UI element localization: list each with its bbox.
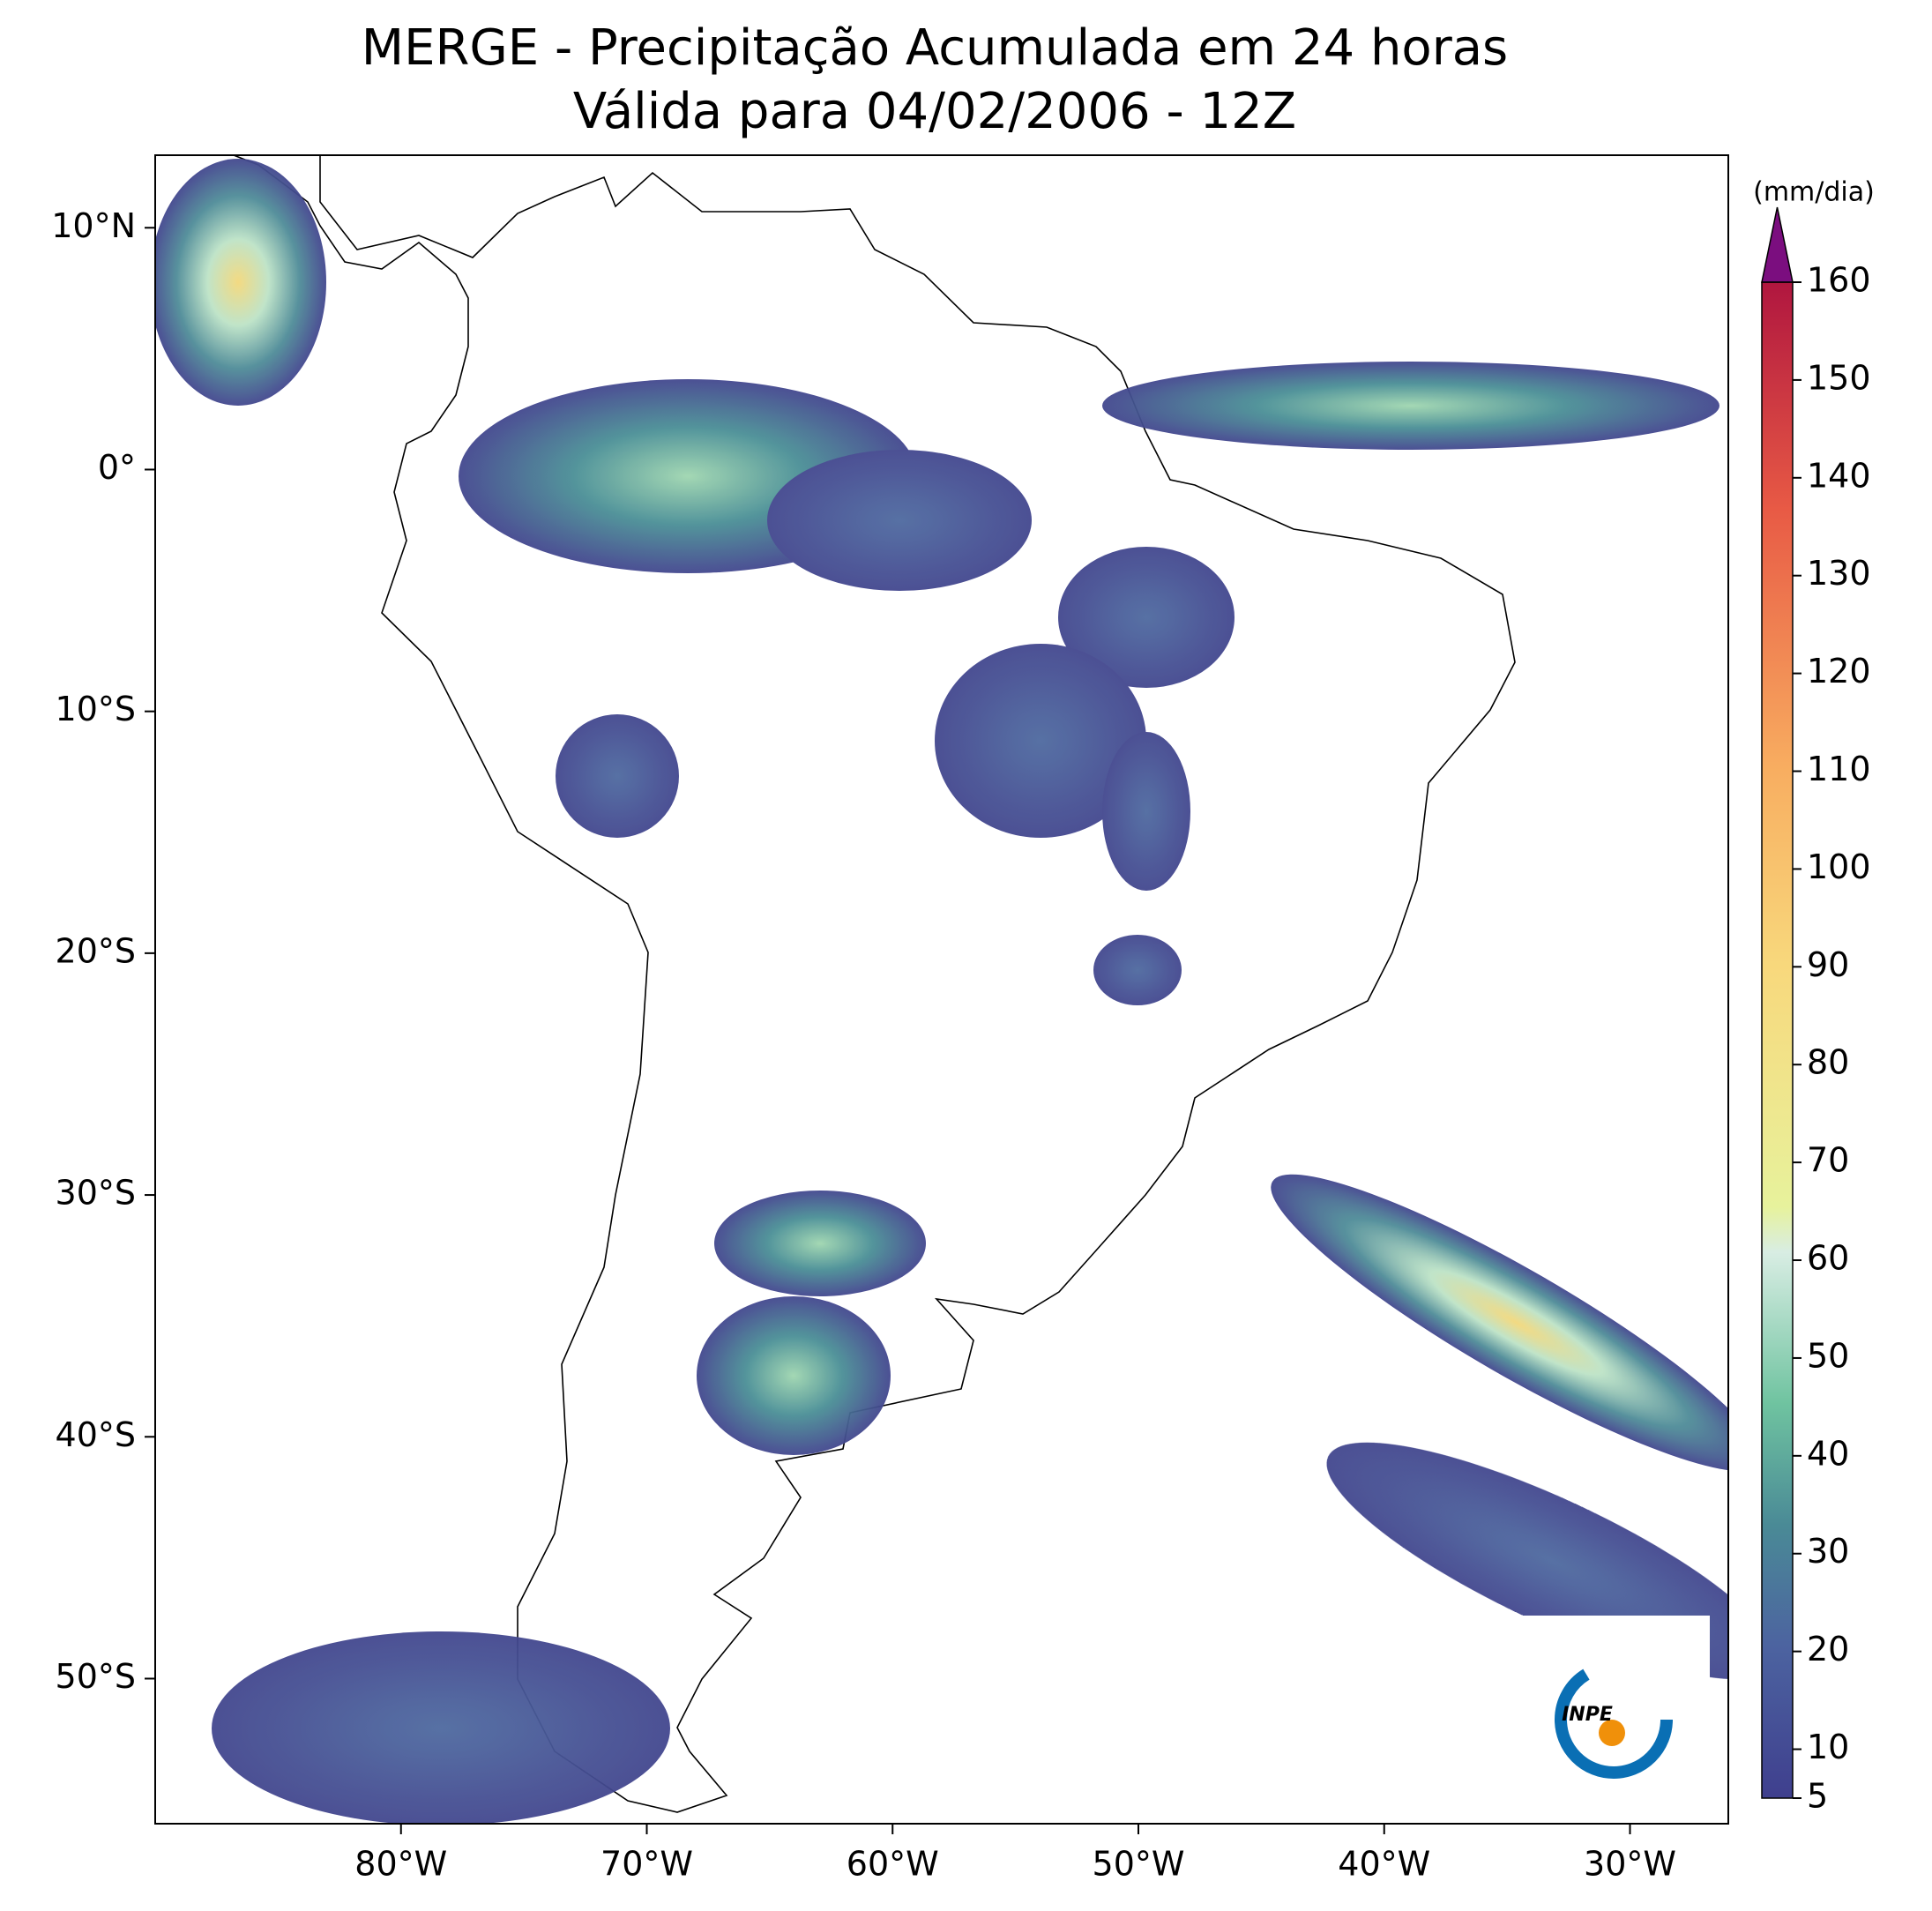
colorbar-tick-label: 5 xyxy=(1807,1777,1828,1816)
y-tick-label: 20°S xyxy=(56,931,136,970)
y-tick-label: 30°S xyxy=(56,1174,136,1213)
x-tick-label: 80°W xyxy=(354,1845,447,1884)
rain-area xyxy=(1093,935,1182,1005)
colorbar-tick-label: 30 xyxy=(1807,1532,1849,1571)
colorbar-tick-label: 20 xyxy=(1807,1630,1849,1668)
logo-text: INPE xyxy=(1562,1704,1613,1726)
colorbar-tick-label: 150 xyxy=(1807,358,1871,397)
colorbar xyxy=(1762,282,1793,1798)
rain-area xyxy=(1271,1174,1728,1472)
map-area: INPE xyxy=(155,155,1728,1824)
precipitation xyxy=(155,159,1728,1824)
title-line2: Válida para 04/02/2006 - 12Z xyxy=(573,83,1296,140)
rain-area xyxy=(767,450,1032,591)
colorbar-tick-label: 130 xyxy=(1807,554,1871,593)
rain-area xyxy=(1102,362,1719,450)
title-line1: MERGE - Precipitação Acumulada em 24 hor… xyxy=(362,19,1508,77)
x-tick-label: 40°W xyxy=(1338,1845,1430,1884)
y-tick-label: 50°S xyxy=(56,1657,136,1696)
y-tick-label: 10°S xyxy=(56,690,136,728)
rain-area xyxy=(714,1191,926,1296)
colorbar-tick-label: 10 xyxy=(1807,1728,1849,1766)
rain-area xyxy=(212,1631,670,1824)
logo-swoosh xyxy=(1555,1661,1673,1779)
colorbar-frame xyxy=(1761,281,1794,1799)
colorbar-unit: (mm/dia) xyxy=(1753,177,1875,208)
rain-area xyxy=(1102,732,1190,891)
x-tick-label: 70°W xyxy=(600,1845,693,1884)
colorbar-tick-label: 50 xyxy=(1807,1336,1849,1375)
colorbar-tick-label: 160 xyxy=(1807,261,1871,300)
logo-dot xyxy=(1599,1720,1625,1746)
x-tick-label: 50°W xyxy=(1093,1845,1185,1884)
colorbar-tick-label: 40 xyxy=(1807,1434,1849,1473)
rain-area xyxy=(1058,547,1235,688)
x-tick-label: 60°W xyxy=(847,1845,939,1884)
rain-area xyxy=(935,644,1146,838)
y-tick-label: 40°S xyxy=(56,1415,136,1454)
colorbar-tick-label: 70 xyxy=(1807,1141,1849,1180)
map-frame xyxy=(154,154,1729,1825)
colorbar-tick-label: 140 xyxy=(1807,456,1871,495)
rain-area xyxy=(155,159,326,406)
colorbar-tick-label: 100 xyxy=(1807,847,1871,886)
y-tick-label: 0° xyxy=(98,448,136,487)
rain-area xyxy=(697,1296,891,1455)
colorbar-tick-label: 80 xyxy=(1807,1043,1849,1082)
colorbar-tick-label: 110 xyxy=(1807,750,1871,788)
colorbar-tick-label: 60 xyxy=(1807,1239,1849,1278)
colorbar-tick-label: 90 xyxy=(1807,945,1849,984)
rain-area xyxy=(556,714,679,838)
colorbar-extend xyxy=(1761,206,1794,283)
x-tick-label: 30°W xyxy=(1584,1845,1676,1884)
logo-box xyxy=(1521,1616,1710,1824)
colorbar-tick-label: 120 xyxy=(1807,652,1871,690)
y-tick-label: 10°N xyxy=(51,206,136,245)
